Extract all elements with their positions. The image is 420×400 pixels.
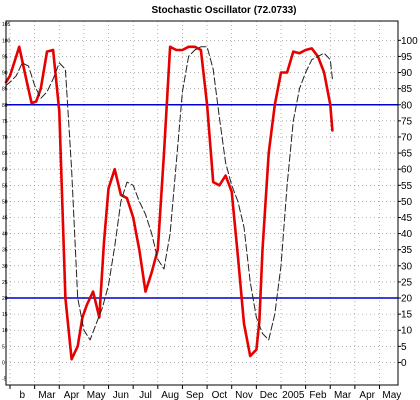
x-tick-label: Mar — [334, 390, 352, 400]
y-tick-label-left: 100 — [2, 38, 11, 44]
y-tick-label-right: 50 — [401, 197, 413, 208]
x-tick-label: Mar — [38, 390, 56, 400]
y-tick-label-left: 15 — [2, 312, 8, 318]
y-tick-label-right: 80 — [401, 100, 413, 111]
x-tick-label: Apr — [64, 390, 80, 400]
y-tick-label-right: 95 — [401, 52, 413, 63]
y-tick-label-left: 75 — [2, 119, 8, 125]
series-layer — [4, 45, 334, 361]
y-tick-label-right: 55 — [401, 181, 413, 192]
x-tick-label: May — [87, 390, 106, 400]
y-tick-label-left: 25 — [2, 280, 8, 286]
y-tick-label-left: 80 — [2, 103, 8, 109]
y-tick-label-left: 55 — [2, 183, 8, 189]
x-tick-label: 2005 — [282, 390, 305, 400]
y-tick-label-left: 10 — [2, 328, 8, 334]
y-tick-label-left: 105 — [2, 22, 11, 28]
y-tick-label-right: 15 — [401, 310, 413, 321]
grid — [6, 21, 398, 385]
y-axis-left: -5 0 5 10 15 20 25 30 35 40 45 50 55 60 65 70 75 80 85 90 95… — [2, 22, 11, 382]
x-tick-label: Jun — [113, 390, 129, 400]
y-tick-label-left: 35 — [2, 248, 8, 254]
y-axis-right: 0 5 10 15 20 25 30 35 40 45 50 55 60 65 70 75 80 85 90 95 10… — [398, 36, 418, 369]
series-line-d — [5, 46, 333, 341]
y-tick-label-left: 70 — [2, 135, 8, 141]
y-tick-label-left: 5 — [2, 344, 5, 350]
y-tick-label-left: 50 — [2, 199, 8, 205]
y-tick-label-left: 65 — [2, 151, 8, 157]
series-line-k — [4, 45, 334, 361]
y-tick-label-right: 30 — [401, 261, 413, 272]
y-tick-label-left: 85 — [2, 87, 8, 93]
y-tick-label-right: 90 — [401, 68, 413, 79]
y-tick-label-right: 75 — [401, 116, 413, 127]
y-tick-label-right: 45 — [401, 213, 413, 224]
y-tick-label-right: 35 — [401, 245, 413, 256]
x-tick-label: Apr — [359, 390, 375, 400]
x-tick-label: Feb — [309, 390, 327, 400]
y-tick-label-left: 60 — [2, 167, 8, 173]
y-tick-label-left: 40 — [2, 232, 8, 238]
plot-frame — [5, 20, 399, 386]
y-tick-label-right: 85 — [401, 84, 413, 95]
y-tick-label-right: 65 — [401, 149, 413, 160]
x-axis: b Mar Apr May Jun Jul Aug Sep Oct Nov Dec 2005 Feb Ma… — [9, 385, 401, 400]
x-tick-label: May — [382, 390, 401, 400]
y-tick-label-right: 5 — [401, 342, 407, 353]
y-tick-label-right: 70 — [401, 132, 413, 143]
x-tick-label: Jul — [139, 390, 152, 400]
x-tick-label: Dec — [260, 390, 278, 400]
y-tick-label-right: 10 — [401, 326, 413, 337]
y-tick-label-left: 95 — [2, 54, 8, 60]
y-tick-label-left: 0 — [2, 360, 5, 366]
y-tick-label-left: 30 — [2, 264, 8, 270]
chart-title: Stochastic Oscillator (72.0733) — [151, 5, 296, 16]
y-tick-label-left: 20 — [2, 296, 8, 302]
x-tick-label: b — [20, 390, 26, 400]
y-tick-label-left: 90 — [2, 71, 8, 77]
y-tick-label-right: 40 — [401, 229, 413, 240]
y-tick-label-right: 25 — [401, 277, 413, 288]
y-tick-label-left: 45 — [2, 215, 8, 221]
y-tick-label-right: 0 — [401, 358, 407, 369]
y-tick-label-right: 100 — [401, 36, 418, 47]
x-tick-label: Sep — [186, 390, 204, 400]
reference-lines — [6, 104, 398, 299]
y-tick-label-right: 20 — [401, 294, 413, 305]
x-tick-label: Aug — [161, 390, 179, 400]
x-tick-label: Nov — [235, 390, 253, 400]
y-tick-label-right: 60 — [401, 165, 413, 176]
y-tick-label-left: -5 — [2, 377, 7, 383]
x-tick-label: Oct — [212, 390, 228, 400]
